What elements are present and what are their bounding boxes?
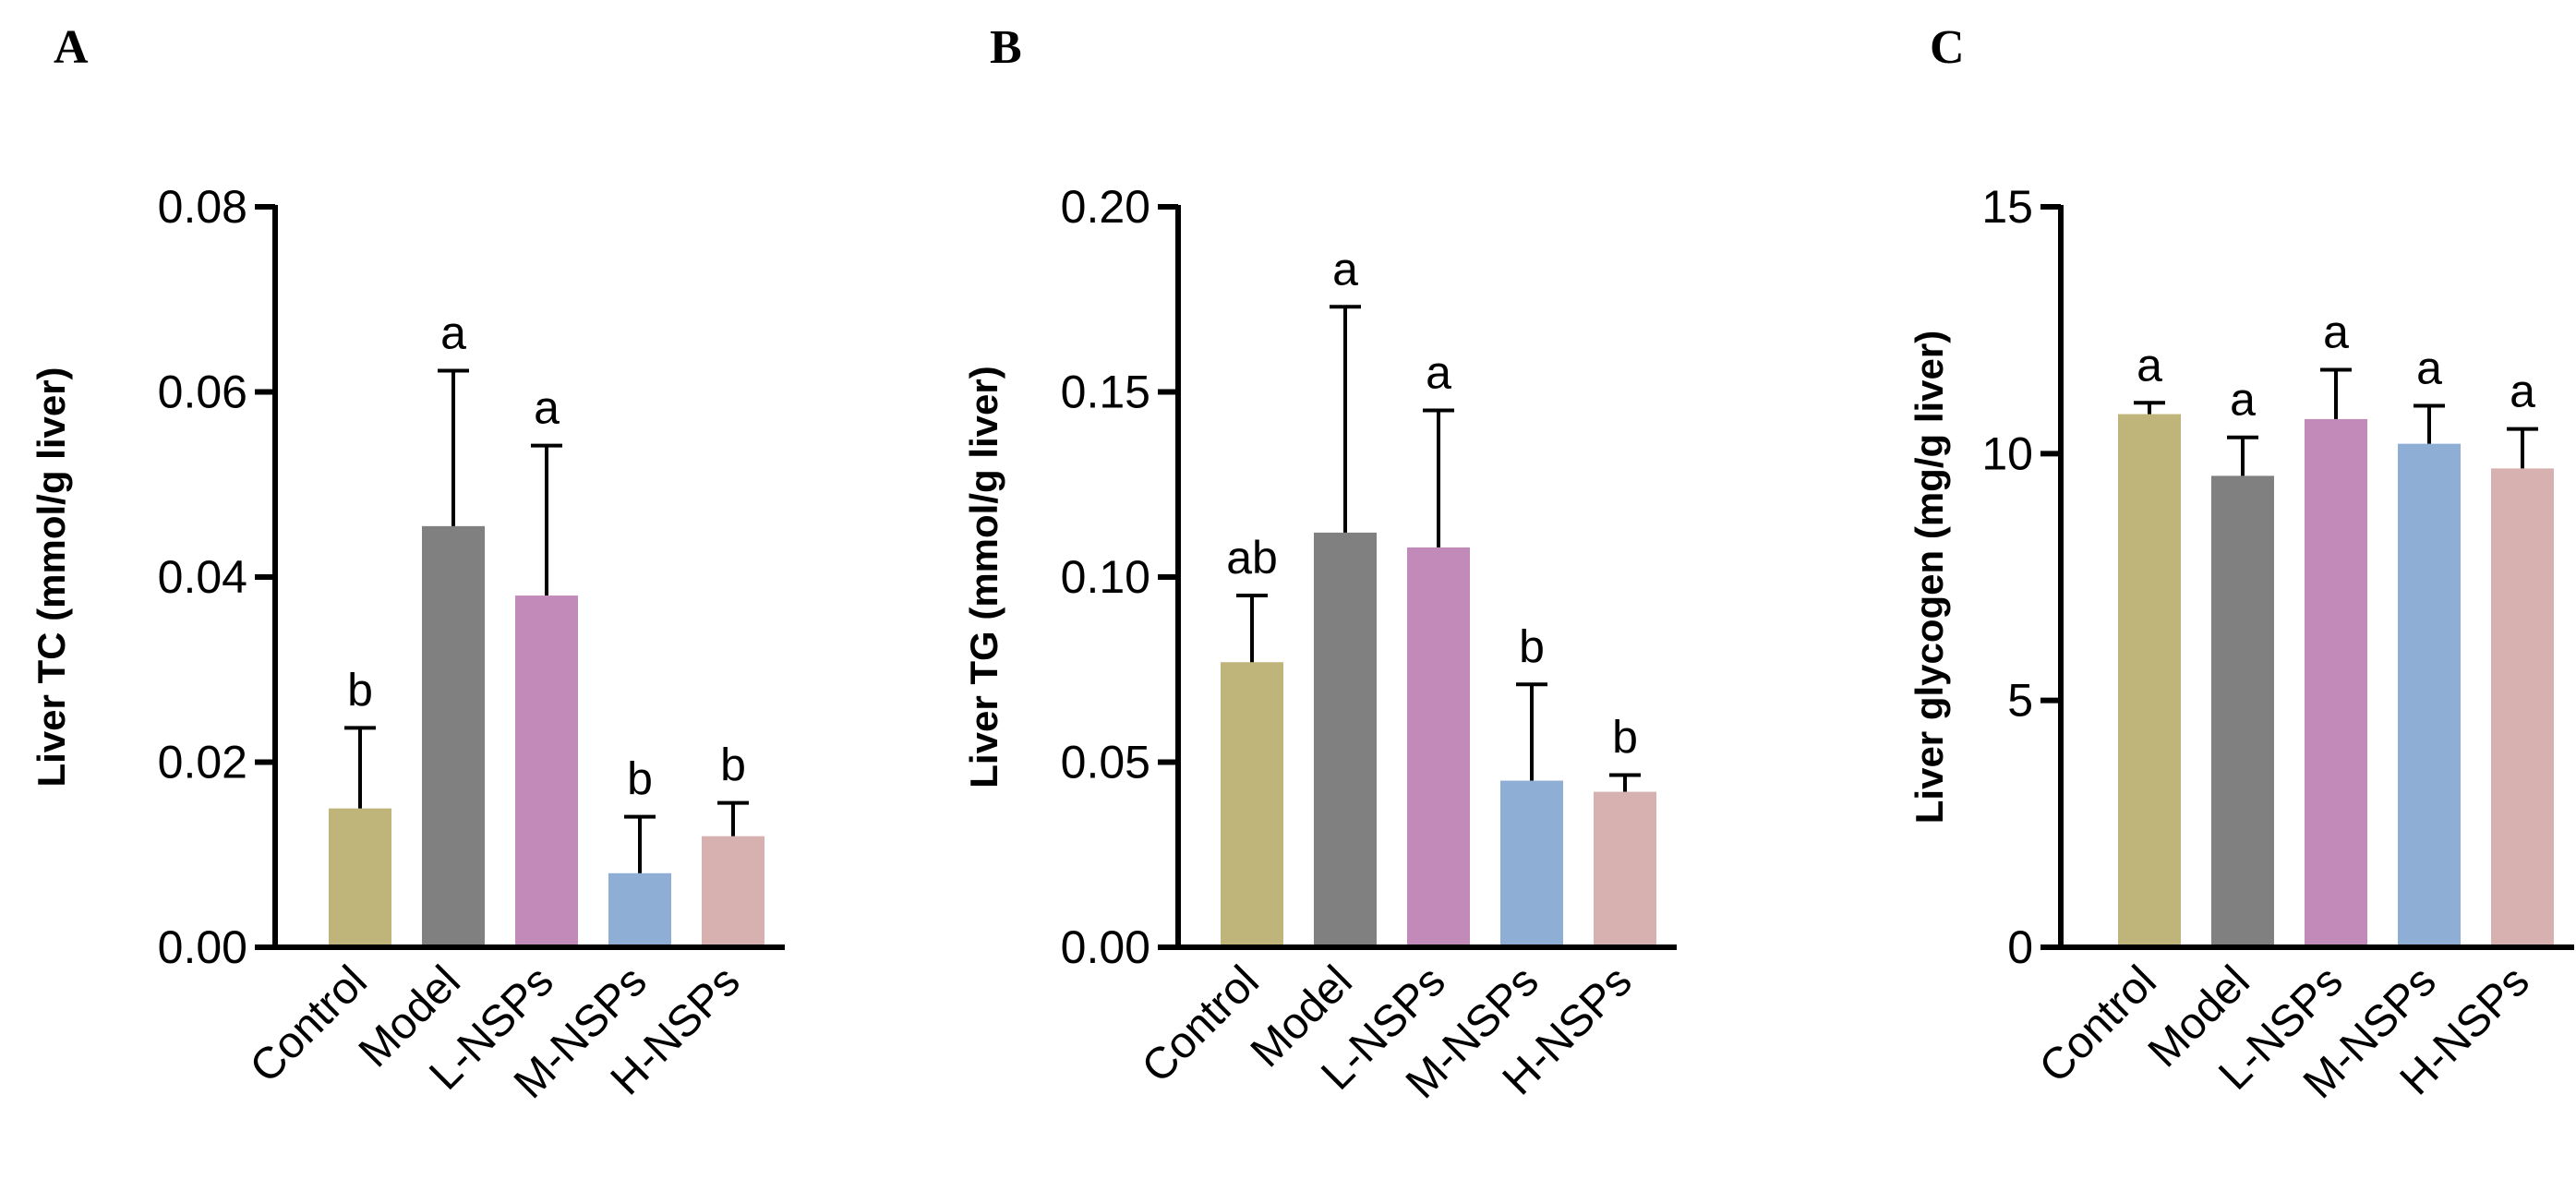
- significance-label: b: [1612, 712, 1638, 764]
- y-tick-label: 0.04: [158, 551, 247, 603]
- bar-h-nsps: [702, 836, 764, 947]
- y-tick-label: 0.05: [1061, 737, 1150, 788]
- y-axis-label: Liver glycogen (mg/g liver): [1908, 331, 1951, 824]
- y-tick-label: 0.10: [1061, 551, 1150, 603]
- y-axis-label: Liver TC (mmol/g liver): [30, 367, 73, 787]
- panel-b: BabControlaModelaL-NSPsbM-NSPsbH-NSPs0.0…: [962, 21, 1677, 1108]
- significance-label: a: [534, 382, 560, 434]
- bar-model: [1314, 532, 1377, 947]
- bar-control: [329, 808, 391, 947]
- panel-letter: B: [990, 21, 1022, 74]
- y-tick-label: 0.00: [158, 921, 247, 973]
- bar-h-nsps: [1594, 791, 1656, 947]
- bar-model: [422, 525, 485, 947]
- significance-label: ab: [1226, 532, 1278, 583]
- panel-c: CaControlaModelaL-NSPsaM-NSPsaH-NSPs0510…: [1908, 21, 2574, 1108]
- bar-m-nsps: [608, 872, 671, 947]
- significance-label: a: [1332, 243, 1358, 295]
- y-tick-label: 10: [1981, 427, 2033, 479]
- significance-label: a: [440, 307, 466, 358]
- significance-label: a: [2416, 342, 2442, 393]
- bar-l-nsps: [515, 595, 578, 947]
- y-tick-label: 0.20: [1061, 181, 1150, 233]
- y-tick-label: 0.08: [158, 181, 247, 233]
- y-tick-label: 5: [2007, 675, 2033, 727]
- y-tick-label: 0.06: [158, 367, 247, 418]
- bar-l-nsps: [2305, 418, 2367, 947]
- bar-m-nsps: [1500, 780, 1563, 947]
- y-tick-label: 0.02: [158, 737, 247, 788]
- category-label: Control: [1133, 956, 1269, 1092]
- bar-m-nsps: [2398, 443, 2461, 947]
- significance-label: a: [2510, 366, 2535, 417]
- y-axis-label: Liver TG (mmol/g liver): [962, 366, 1005, 788]
- y-tick-label: 15: [1981, 181, 2033, 233]
- y-tick-label: 0.15: [1061, 367, 1150, 418]
- significance-label: a: [1426, 347, 1451, 399]
- significance-label: b: [1519, 620, 1545, 672]
- y-tick-label: 0: [2007, 921, 2033, 973]
- significance-label: a: [2137, 339, 2162, 391]
- significance-label: b: [627, 753, 653, 805]
- bar-control: [1221, 662, 1283, 947]
- bar-model: [2211, 475, 2274, 947]
- category-label: Control: [241, 956, 377, 1092]
- significance-label: b: [720, 740, 746, 791]
- bar-h-nsps: [2491, 468, 2554, 948]
- panel-letter: C: [1930, 21, 1965, 74]
- significance-label: a: [2230, 374, 2256, 426]
- panel-letter: A: [54, 21, 89, 74]
- panel-a: AbControlaModelaL-NSPsbM-NSPsbH-NSPs0.00…: [30, 21, 785, 1108]
- significance-label: b: [347, 664, 373, 716]
- category-label: Control: [2030, 956, 2166, 1092]
- bar-control: [2118, 414, 2181, 947]
- significance-label: a: [2323, 306, 2349, 357]
- y-tick-label: 0.00: [1061, 921, 1150, 973]
- bar-l-nsps: [1407, 547, 1470, 947]
